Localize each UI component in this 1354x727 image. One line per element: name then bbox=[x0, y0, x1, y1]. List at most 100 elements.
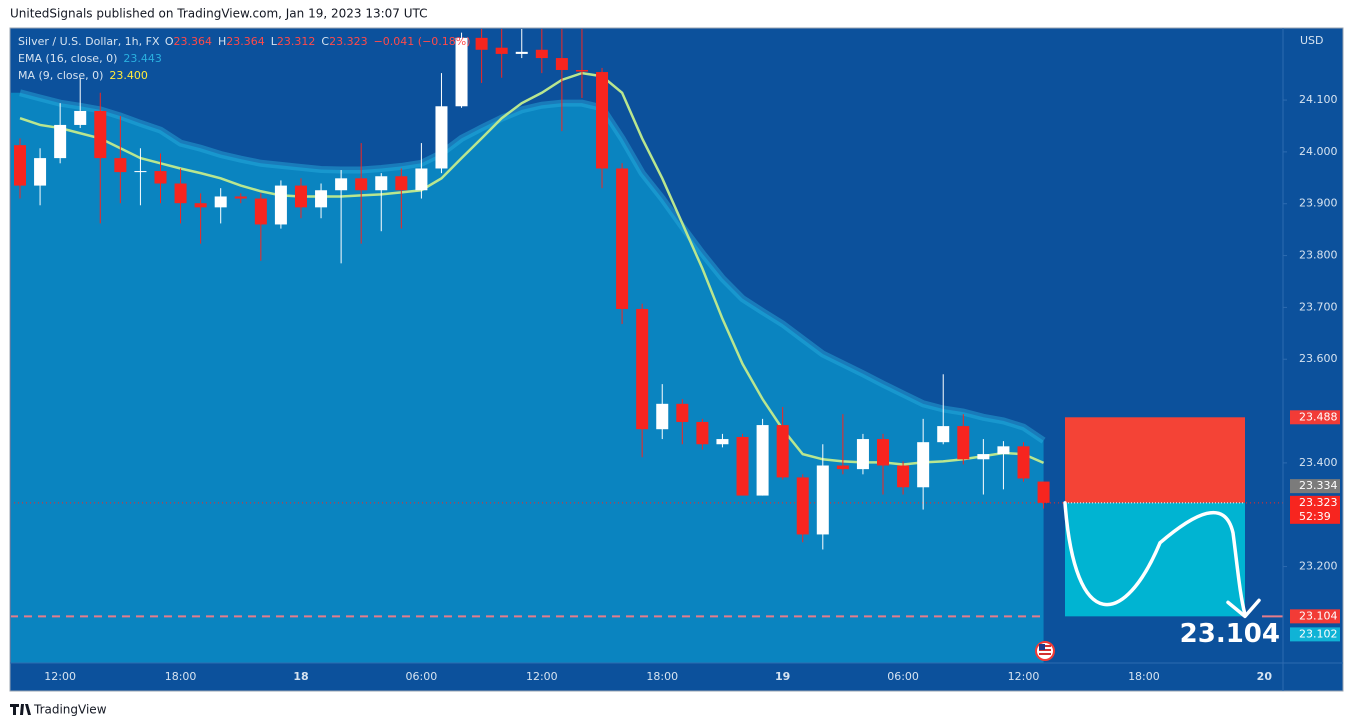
candle-body bbox=[616, 168, 629, 309]
candle-body bbox=[555, 58, 568, 70]
currency-label: USD bbox=[1300, 34, 1324, 47]
y-tick-label: 23.900 bbox=[1299, 197, 1338, 210]
x-tick-label: 06:00 bbox=[887, 670, 919, 683]
target-zone bbox=[1065, 502, 1245, 617]
plot-area bbox=[11, 29, 1283, 663]
x-tick-label: 12:00 bbox=[1008, 670, 1040, 683]
y-tick-label: 23.700 bbox=[1299, 300, 1338, 313]
x-tick-label: 18:00 bbox=[1128, 670, 1160, 683]
candle-body bbox=[395, 176, 408, 191]
price-label-box bbox=[1290, 495, 1340, 524]
candle-body bbox=[134, 171, 147, 173]
ma-line bbox=[19, 71, 1045, 466]
x-tick-label: 20 bbox=[1257, 670, 1273, 683]
stop-zone bbox=[1065, 417, 1245, 503]
ema-area bbox=[11, 92, 1044, 663]
candle-body bbox=[54, 124, 67, 159]
candle-body bbox=[455, 37, 468, 107]
x-tick-label: 18:00 bbox=[165, 670, 197, 683]
ohlc-value: 23.364 bbox=[226, 35, 265, 48]
indicator-value: 23.400 bbox=[109, 69, 148, 82]
price-label: 23.334 bbox=[1299, 479, 1338, 492]
candle-body bbox=[736, 436, 749, 496]
price-label-box bbox=[1290, 627, 1340, 642]
candle-body bbox=[816, 465, 829, 535]
ohlc-key: C bbox=[321, 35, 329, 48]
candle-body bbox=[897, 465, 910, 488]
ohlc-key: L bbox=[271, 35, 278, 48]
countdown: 52:39 bbox=[1299, 510, 1331, 523]
ohlc-value: 23.364 bbox=[173, 35, 212, 48]
candle-body bbox=[154, 171, 167, 184]
ema-line bbox=[19, 89, 1046, 444]
y-tick-label: 23.400 bbox=[1299, 456, 1338, 469]
candle-body bbox=[435, 106, 448, 169]
candle-body bbox=[194, 203, 207, 208]
candle-body bbox=[877, 439, 890, 466]
candle-body bbox=[676, 403, 689, 422]
x-tick-label: 18 bbox=[293, 670, 308, 683]
price-label: 23.323 bbox=[1299, 496, 1338, 509]
indicator-name: EMA (16, close, 0) bbox=[18, 52, 117, 65]
x-tick-label: 18:00 bbox=[646, 670, 678, 683]
ohlc-value: 23.312 bbox=[277, 35, 316, 48]
candle-body bbox=[716, 439, 729, 445]
symbol: Silver / U.S. Dollar, 1h, FX bbox=[18, 35, 160, 48]
candle-body bbox=[796, 477, 809, 535]
candle-body bbox=[274, 185, 287, 225]
candle-body bbox=[515, 51, 528, 54]
axes: USD 23.200 23.400 23.600 23.700 23.800 23.900 2… bbox=[44, 34, 1340, 683]
x-tick-label: 19 bbox=[775, 670, 790, 683]
legend: Silver / U.S. Dollar, 1h, FX O23.364 H23.3… bbox=[18, 35, 471, 82]
price-label: 23.488 bbox=[1299, 410, 1338, 423]
y-tick-label: 23.200 bbox=[1299, 560, 1338, 573]
candle-body bbox=[756, 425, 769, 496]
candle-body bbox=[254, 198, 267, 225]
candle-body bbox=[335, 178, 348, 191]
price-label-box bbox=[1290, 479, 1340, 494]
x-tick-label: 12:00 bbox=[44, 670, 76, 683]
indicator-value: 23.443 bbox=[123, 52, 162, 65]
candle-body bbox=[495, 47, 508, 54]
price-label-box bbox=[1290, 410, 1340, 425]
candle-body bbox=[375, 176, 388, 191]
price-label: 23.102 bbox=[1299, 627, 1338, 640]
candle-body bbox=[656, 403, 669, 430]
indicator-legend: MA (9, close, 0) 23.400 bbox=[18, 69, 148, 82]
price-label-box bbox=[1290, 609, 1340, 624]
candle-body bbox=[34, 158, 47, 186]
candle-body bbox=[575, 69, 588, 72]
candle-body bbox=[114, 158, 127, 173]
candle-body bbox=[997, 446, 1010, 455]
candle-body bbox=[977, 454, 990, 460]
footer-logo bbox=[10, 704, 31, 715]
candle-body bbox=[214, 196, 227, 208]
candle-body bbox=[94, 110, 107, 159]
change: −0.041 (−0.18%) bbox=[374, 35, 471, 48]
candle-body bbox=[696, 421, 709, 445]
candle-body bbox=[234, 196, 247, 199]
header: UnitedSignals published on TradingView.c… bbox=[10, 7, 428, 21]
y-tick-label: 24.000 bbox=[1299, 145, 1338, 158]
candle-body bbox=[1037, 481, 1050, 503]
ohlc-value: 23.323 bbox=[329, 35, 368, 48]
candle-body bbox=[957, 426, 970, 460]
y-tick-label: 24.100 bbox=[1299, 93, 1338, 106]
candle-body bbox=[355, 178, 368, 191]
indicator-legend: EMA (16, close, 0) 23.443 bbox=[18, 52, 162, 65]
candle-body bbox=[917, 442, 930, 488]
x-tick-label: 06:00 bbox=[406, 670, 438, 683]
candle-body bbox=[174, 183, 187, 204]
ohlc-key: O bbox=[165, 35, 174, 48]
forecast-curve bbox=[1063, 501, 1247, 617]
indicator-name: MA (9, close, 0) bbox=[18, 69, 103, 82]
x-tick-label: 12:00 bbox=[526, 670, 558, 683]
candle-body bbox=[1017, 446, 1030, 479]
flag-icon bbox=[1035, 641, 1055, 661]
footer: TradingView bbox=[33, 703, 107, 717]
y-tick-label: 23.600 bbox=[1299, 352, 1338, 365]
candle-body bbox=[596, 72, 609, 169]
candle-body bbox=[294, 185, 307, 208]
